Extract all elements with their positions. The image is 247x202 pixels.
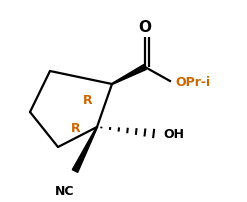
- Polygon shape: [112, 65, 146, 85]
- Text: OH: OH: [163, 128, 184, 141]
- Text: O: O: [139, 20, 151, 35]
- Text: NC: NC: [55, 184, 75, 197]
- Text: R: R: [83, 93, 93, 106]
- Text: R: R: [71, 121, 81, 134]
- Polygon shape: [72, 127, 98, 173]
- Text: OPr-i: OPr-i: [175, 75, 210, 88]
